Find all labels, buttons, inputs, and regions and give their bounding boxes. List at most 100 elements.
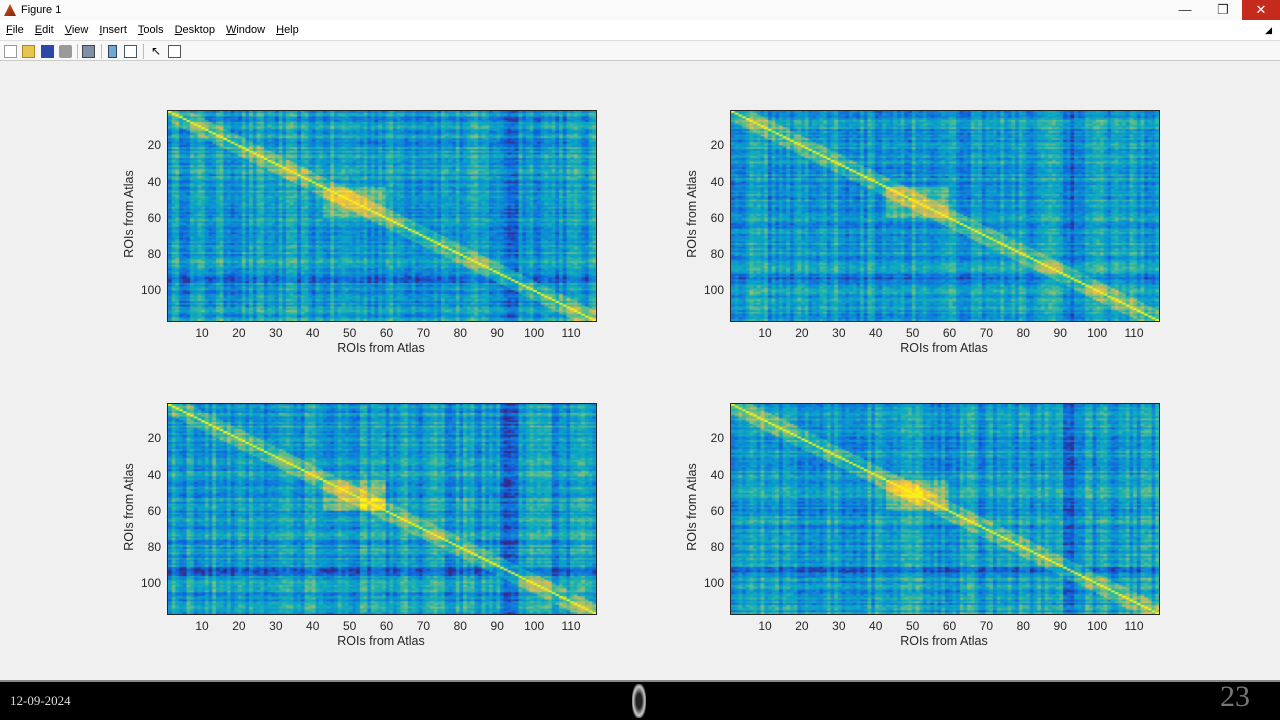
x-tick-label: 60	[379, 619, 394, 633]
x-tick-label: 40	[306, 619, 320, 633]
y-tick-label: 20	[147, 431, 161, 446]
institution-logo	[632, 684, 646, 718]
x-tick-label: 40	[869, 326, 883, 340]
insert-legend-icon[interactable]	[124, 45, 137, 58]
heatmap-axes-1[interactable]: 10 20 30 40 50 60 70 80 90 100 110 20 40 60 80 100 ROIs …	[122, 110, 597, 355]
y-tick-label: 20	[147, 138, 161, 153]
menu-window[interactable]: Window	[225, 24, 266, 36]
menu-bar: File Edit View Insert Tools Desktop Wind…	[0, 20, 1280, 40]
x-tick-label: 30	[269, 326, 283, 340]
edit-plot-arrow-icon[interactable]: ↖	[151, 44, 162, 58]
y-tick-label: 80	[710, 246, 724, 261]
y-tick-label: 60	[147, 503, 161, 518]
dock-arrow-icon[interactable]: ◢	[1265, 25, 1272, 35]
x-tick-label: 50	[342, 326, 357, 340]
property-inspector-icon[interactable]	[168, 45, 181, 58]
x-tick-label: 80	[1016, 326, 1030, 340]
x-tick-label: 10	[758, 326, 772, 340]
menu-help[interactable]: Help	[276, 24, 299, 36]
print-icon[interactable]	[59, 45, 72, 58]
toolbar-separator	[143, 44, 144, 59]
x-tick-label: 20	[795, 619, 809, 633]
open-file-icon[interactable]	[22, 45, 35, 58]
x-tick-label: 110	[1124, 326, 1144, 340]
y-tick-label: 20	[710, 431, 724, 446]
x-tick-label: 50	[905, 326, 920, 340]
menu-tools[interactable]: Tools	[137, 24, 164, 36]
x-tick-label: 100	[524, 619, 545, 633]
y-tick-label: 100	[703, 283, 724, 298]
x-tick-label: 80	[453, 326, 467, 340]
save-icon[interactable]	[41, 45, 54, 58]
x-tick-label: 50	[905, 619, 920, 633]
x-tick-label: 110	[1124, 619, 1144, 633]
y-tick-label: 60	[147, 210, 161, 225]
y-tick-label: 60	[710, 210, 724, 225]
x-tick-label: 50	[342, 619, 357, 633]
x-tick-label: 60	[942, 326, 957, 340]
y-tick-label: 40	[710, 174, 724, 189]
x-axis-label: ROIs from Atlas	[337, 341, 425, 355]
x-tick-label: 80	[453, 619, 467, 633]
toolbar: ↖	[0, 40, 1280, 61]
menu-insert[interactable]: Insert	[99, 24, 127, 36]
x-tick-label: 40	[869, 619, 883, 633]
toolbar-separator	[101, 44, 102, 59]
y-tick-label: 80	[147, 246, 161, 261]
y-tick-label: 40	[147, 467, 161, 482]
y-tick-label: 20	[710, 138, 724, 153]
menu-desktop[interactable]: Desktop	[174, 24, 215, 36]
x-axis-label: ROIs from Atlas	[900, 634, 988, 648]
y-tick-label: 100	[703, 576, 724, 591]
insert-colorbar-icon[interactable]	[108, 45, 117, 58]
x-tick-label: 100	[524, 326, 545, 340]
x-tick-label: 60	[942, 619, 957, 633]
heatmap-image[interactable]	[730, 110, 1160, 322]
heatmap-axes-3[interactable]: 10 20 30 40 50 60 70 80 90 100 110 20 40 60 80 100 ROIs …	[122, 403, 597, 648]
menu-view[interactable]: View	[64, 24, 89, 36]
y-tick-label: 40	[710, 467, 724, 482]
y-axis-label: ROIs from Atlas	[685, 170, 699, 258]
window-controls: — ❐ ✕	[1166, 0, 1280, 20]
close-button[interactable]: ✕	[1242, 0, 1280, 20]
x-tick-label: 110	[561, 619, 581, 633]
x-tick-label: 30	[832, 326, 846, 340]
x-tick-label: 30	[832, 619, 846, 633]
x-tick-label: 60	[379, 326, 394, 340]
x-tick-label: 90	[1053, 619, 1067, 633]
menu-file[interactable]: File	[6, 24, 24, 36]
heatmap-axes-2[interactable]: 10 20 30 40 50 60 70 80 90 100 110 20 40 60 80 100 ROIs …	[685, 110, 1160, 355]
x-tick-label: 110	[561, 326, 581, 340]
x-tick-label: 90	[490, 326, 504, 340]
x-tick-label: 70	[416, 619, 431, 633]
heatmap-image[interactable]	[167, 403, 597, 615]
y-axis-label: ROIs from Atlas	[122, 463, 136, 551]
menu-edit[interactable]: Edit	[34, 24, 54, 36]
x-tick-label: 90	[1053, 326, 1067, 340]
x-tick-label: 80	[1016, 619, 1030, 633]
minimize-button[interactable]: —	[1178, 2, 1192, 17]
x-tick-label: 100	[1087, 326, 1108, 340]
title-bar: Figure 1 — ❐ ✕	[0, 0, 1280, 20]
footer-date: 12-09-2024	[10, 693, 71, 708]
heatmap-image[interactable]	[167, 110, 597, 322]
y-tick-label: 40	[147, 174, 161, 189]
y-tick-label: 80	[147, 539, 161, 554]
x-tick-label: 20	[232, 619, 246, 633]
x-tick-label: 40	[306, 326, 320, 340]
window-title: Figure 1	[21, 4, 62, 16]
slide-footer: 12-09-2024 23	[0, 680, 1280, 720]
restore-button[interactable]: ❐	[1217, 2, 1229, 17]
x-tick-label: 30	[269, 619, 283, 633]
x-tick-label: 90	[490, 619, 504, 633]
link-plot-icon[interactable]	[82, 45, 95, 58]
x-axis-label: ROIs from Atlas	[900, 341, 988, 355]
y-axis-label: ROIs from Atlas	[122, 170, 136, 258]
matlab-icon	[4, 4, 16, 16]
y-tick-label: 100	[140, 283, 161, 298]
toolbar-separator	[77, 44, 78, 59]
heatmap-axes-4[interactable]: 10 20 30 40 50 60 70 80 90 100 110 20 40 60 80 100 ROIs …	[685, 403, 1160, 648]
x-tick-label: 70	[416, 326, 431, 340]
heatmap-image[interactable]	[730, 403, 1160, 615]
new-figure-icon[interactable]	[4, 45, 17, 58]
